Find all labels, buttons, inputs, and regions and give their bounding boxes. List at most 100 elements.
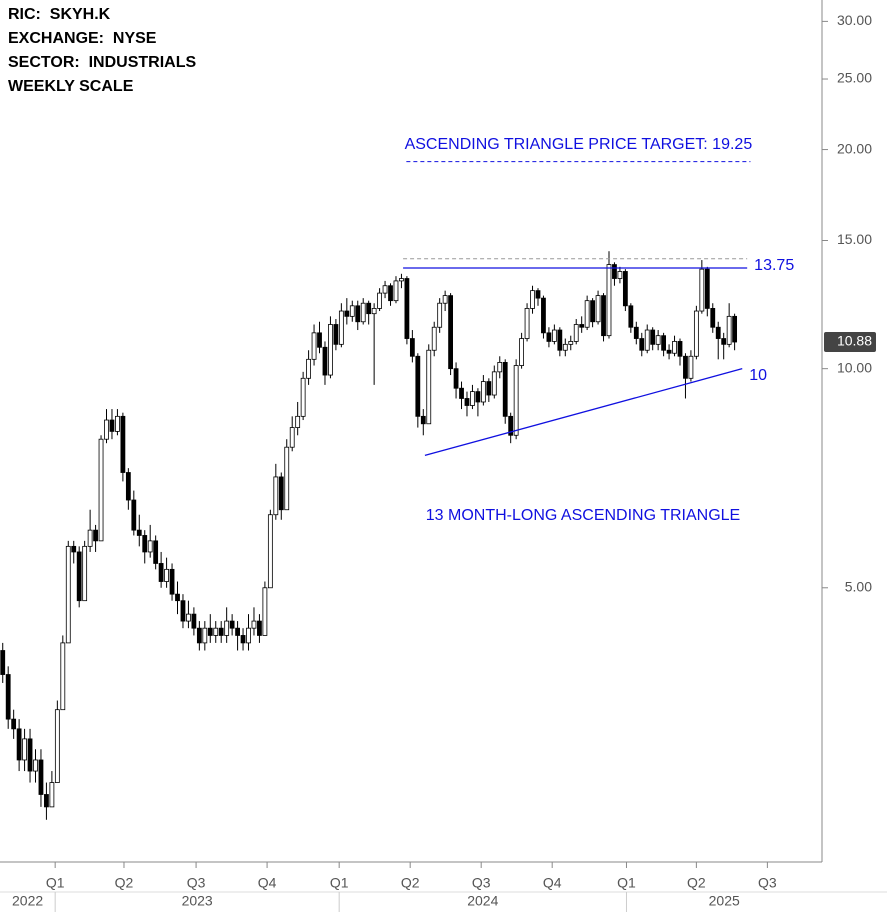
- candle-body: [71, 545, 77, 553]
- candle-body: [568, 341, 574, 345]
- candle-body: [650, 329, 656, 345]
- candle-body: [169, 568, 175, 595]
- candle-body: [513, 365, 519, 436]
- candle-body: [262, 587, 268, 636]
- candle-body: [104, 419, 109, 440]
- candle-body: [158, 563, 164, 582]
- x-tick-label: Q2: [401, 875, 420, 891]
- candle-body: [683, 355, 688, 379]
- candle-body: [175, 593, 180, 602]
- y-tick-label: 30.00: [837, 12, 872, 28]
- candle-body: [371, 308, 377, 315]
- year-label: 2024: [467, 893, 498, 909]
- candle-body: [273, 476, 279, 516]
- x-tick-label: Q1: [330, 875, 349, 891]
- x-tick-label: Q3: [187, 875, 206, 891]
- candle-body: [677, 341, 683, 357]
- candle-body: [16, 728, 22, 761]
- candle-body: [306, 358, 311, 379]
- candle-body: [726, 315, 732, 345]
- candle-body: [584, 300, 590, 328]
- candle-body: [502, 362, 508, 417]
- candle-body: [693, 310, 699, 357]
- candle-body: [344, 310, 350, 317]
- candle-body: [44, 794, 49, 808]
- candle-body: [535, 290, 541, 299]
- candle-body: [338, 310, 344, 345]
- x-tick-label: Q1: [46, 875, 65, 891]
- candle-body: [76, 551, 82, 602]
- candle-body: [710, 308, 716, 328]
- year-label: 2023: [182, 893, 213, 909]
- candle-body: [300, 377, 306, 417]
- candle-body: [229, 620, 235, 629]
- candle-body: [453, 368, 459, 389]
- candle-body: [382, 285, 388, 294]
- candle-body: [235, 627, 240, 636]
- candle-body: [655, 335, 661, 345]
- candle-body: [606, 264, 612, 337]
- candle-body: [213, 627, 219, 636]
- candle-body: [65, 545, 71, 644]
- candle-body: [202, 627, 208, 644]
- candle-body: [186, 613, 191, 622]
- year-label: 2022: [12, 893, 43, 909]
- candle-body: [426, 349, 432, 425]
- candle-body: [480, 381, 486, 403]
- candle-body: [311, 332, 317, 360]
- candle-body: [519, 338, 525, 366]
- candle-body: [661, 335, 667, 351]
- candle-body: [601, 295, 606, 337]
- candle-body: [317, 332, 322, 348]
- support-line: [424, 368, 743, 457]
- candle-body: [388, 285, 393, 302]
- y-tick-label: 20.00: [837, 140, 872, 156]
- x-tick-label: Q3: [472, 875, 491, 891]
- support-label: 10: [749, 367, 767, 384]
- candle-body: [142, 535, 148, 553]
- candle-body: [349, 305, 355, 317]
- candle-body: [573, 324, 579, 342]
- candle-body: [508, 415, 514, 436]
- candle-body: [666, 349, 672, 354]
- candle-body: [333, 324, 339, 345]
- candle-body: [5, 674, 11, 720]
- candle-body: [120, 415, 126, 473]
- candle-body: [639, 338, 645, 351]
- candle-body: [322, 346, 328, 376]
- candle-body: [704, 268, 710, 309]
- pattern-label: 13 MONTH-LONG ASCENDING TRIANGLE: [426, 507, 740, 524]
- candle-body: [557, 329, 563, 351]
- candle-body: [715, 326, 721, 339]
- target-label: ASCENDING TRIANGLE PRICE TARGET: 19.25: [405, 136, 753, 153]
- y-tick-label: 25.00: [837, 70, 872, 86]
- candle-body: [377, 292, 382, 309]
- candle-body: [289, 427, 295, 448]
- candle-body: [147, 540, 153, 553]
- x-tick-label: Q2: [687, 875, 706, 891]
- candle-body: [295, 415, 301, 428]
- candle-body: [546, 332, 552, 342]
- candle-body: [595, 295, 601, 323]
- candle-body: [497, 362, 503, 373]
- candle-body: [0, 650, 6, 675]
- x-tick-label: Q4: [258, 875, 277, 891]
- candle-body: [475, 391, 481, 403]
- candle-body: [328, 324, 333, 376]
- candle-body: [284, 446, 290, 511]
- header-line: RIC: SKYH.K: [8, 6, 111, 23]
- candle-body: [27, 738, 33, 772]
- y-tick-label: 15.00: [837, 231, 872, 247]
- last-price-label: 10.88: [837, 333, 872, 349]
- candle-body: [360, 302, 366, 323]
- candle-body: [109, 419, 115, 432]
- candle-body: [115, 415, 120, 432]
- candle-body: [11, 718, 17, 730]
- candle-body: [257, 620, 262, 636]
- candle-body: [399, 278, 404, 282]
- candle-body: [409, 338, 415, 357]
- candle-body: [688, 355, 694, 379]
- y-tick-label: 5.00: [845, 578, 872, 594]
- candle-body: [191, 613, 197, 629]
